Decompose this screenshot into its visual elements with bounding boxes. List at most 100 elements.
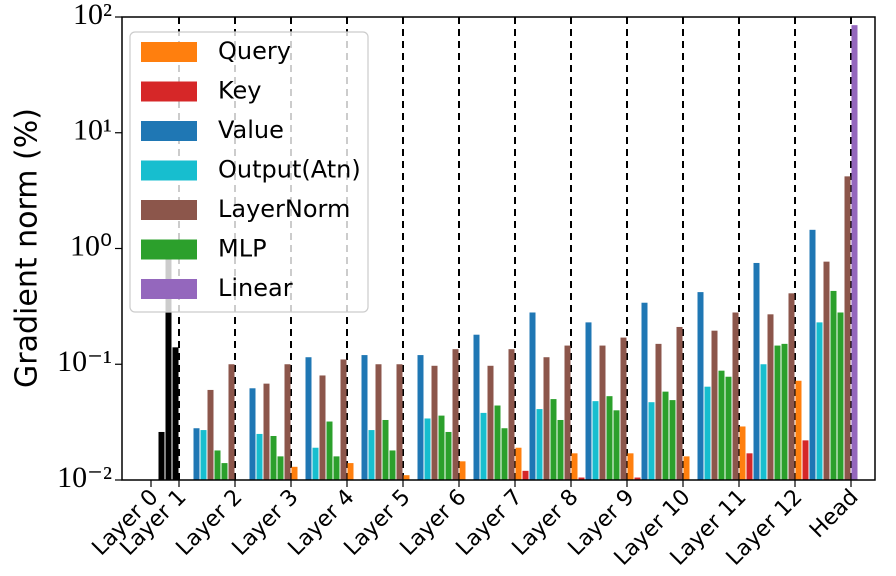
bar [165,253,172,480]
bar [620,337,627,480]
bar [438,415,445,480]
bar [634,477,641,480]
bar [746,453,753,480]
bar [697,292,704,480]
bar [319,375,326,480]
bar [788,293,795,480]
y-tick-label: 10⁻² [57,461,112,494]
bar [305,357,312,480]
bar [753,262,760,480]
bar [172,347,179,480]
bar [669,400,676,480]
legend-swatch [141,279,197,299]
legend-swatch [141,200,197,220]
bar [543,357,550,480]
legend-label: Value [218,116,284,144]
bar [536,409,543,480]
bar [340,359,347,480]
bar [683,456,690,480]
bar [459,461,466,480]
bar [592,401,599,480]
bar [214,450,221,480]
bar [809,229,816,480]
legend-swatch [141,239,197,260]
bar [816,322,823,480]
bar [431,365,438,480]
bar [704,386,711,480]
y-tick-label: 10⁻¹ [57,345,112,378]
bar [571,453,578,480]
bar [627,453,634,480]
legend-label: MLP [218,235,267,263]
legend-label: Linear [218,274,293,302]
bar [473,334,480,480]
legend-label: Query [218,37,291,65]
legend-label: Key [218,77,262,105]
bar [207,389,214,480]
bar [585,322,592,480]
bar [641,302,648,480]
bar [676,326,683,480]
legend-swatch [141,160,197,181]
bar [375,364,382,480]
bar [550,399,557,480]
bar [837,312,844,480]
bar [522,470,529,480]
bar [452,349,459,480]
bar [263,383,270,480]
bar [760,364,767,480]
bar [417,355,424,480]
bar [774,345,781,480]
bar [221,463,228,480]
bar [347,463,354,480]
bar [529,312,536,480]
legend-swatch [141,42,197,62]
bar [515,447,522,480]
bar [494,405,501,480]
bar [851,25,858,480]
bar [424,418,431,480]
bar [767,314,774,480]
bar [396,364,403,480]
bar [795,380,802,480]
legend-label: LayerNorm [218,195,350,223]
bar [382,419,389,480]
bar [781,343,788,480]
bar [403,475,410,480]
bar [606,396,613,480]
bar [284,364,291,480]
bar [487,365,494,480]
bar [249,388,256,480]
bar [228,364,235,480]
legend-label: Output(Atn) [218,156,361,184]
legend-swatch [141,121,197,141]
y-tick-label: 10² [73,0,112,31]
bar [844,176,851,481]
bar [802,440,809,480]
bar [564,345,571,480]
bar [725,376,732,480]
bar [732,312,739,480]
bar [718,370,725,480]
bar [158,431,165,480]
y-tick-label: 10⁰ [70,229,112,262]
bar [200,430,207,480]
bar [277,456,284,480]
y-axis-label: Gradient norm (%) [10,108,45,388]
bar [270,435,277,480]
bar [256,433,263,480]
bar [326,421,333,480]
bar [361,355,368,480]
x-tick-label: Head [805,485,863,543]
bar [501,428,508,480]
bar [739,426,746,480]
bar [662,391,669,480]
bar [291,466,298,480]
bar [368,430,375,480]
bar [312,447,319,480]
bar [599,345,606,480]
bar [613,410,620,480]
bar [711,330,718,480]
bar [823,261,830,480]
